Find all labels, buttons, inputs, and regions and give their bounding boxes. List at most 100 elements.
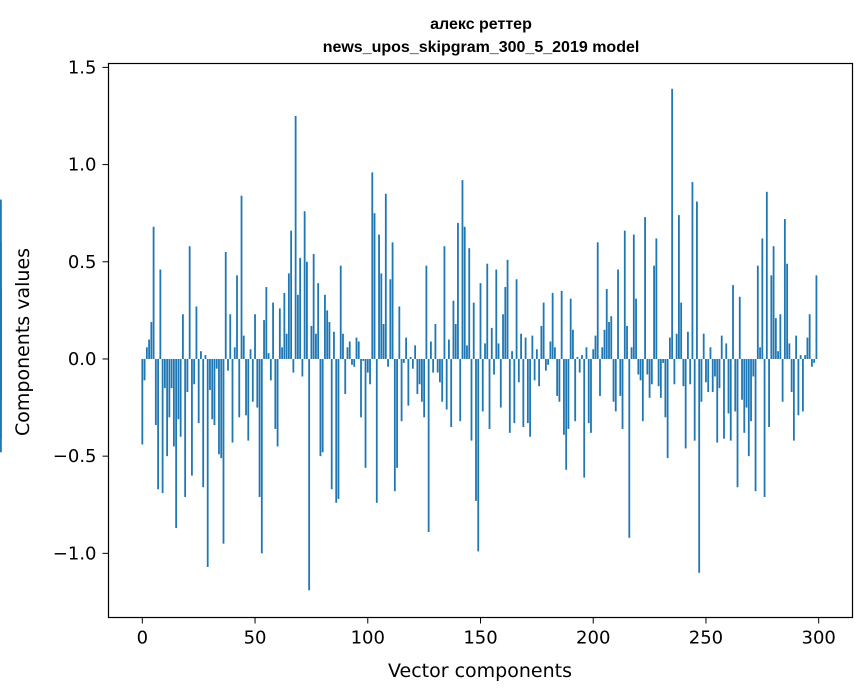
bar xyxy=(472,302,475,359)
bar xyxy=(398,306,401,359)
chart-title-line-1: алекс реттер xyxy=(430,16,532,33)
bar xyxy=(693,358,696,441)
bar xyxy=(445,358,448,410)
bar xyxy=(382,323,385,359)
bar xyxy=(452,300,455,359)
bar xyxy=(488,358,491,429)
y-axis-ticks: −1.0 −0.5 0.0 0.5 1.0 1.5 xyxy=(53,57,109,564)
bar xyxy=(792,358,795,441)
bar xyxy=(459,358,462,422)
bar xyxy=(163,358,166,389)
bar xyxy=(729,358,732,441)
y-axis-label: Components values xyxy=(12,248,34,436)
bar xyxy=(743,358,746,433)
bar xyxy=(750,358,752,422)
bar xyxy=(554,347,556,359)
bar xyxy=(296,294,299,359)
bar xyxy=(450,358,453,428)
bar xyxy=(233,347,236,359)
bar xyxy=(258,358,261,497)
bar xyxy=(407,358,410,406)
bar xyxy=(795,335,798,359)
bar xyxy=(635,298,637,359)
bar xyxy=(240,195,243,359)
bar xyxy=(544,358,547,371)
bar xyxy=(463,226,466,359)
bar xyxy=(535,349,538,359)
bar xyxy=(648,358,651,398)
bar xyxy=(249,349,252,359)
bar xyxy=(355,337,358,359)
bar xyxy=(439,358,441,383)
bar xyxy=(745,358,748,408)
bar xyxy=(188,246,191,359)
bar xyxy=(411,358,414,369)
bar xyxy=(705,358,707,383)
bar xyxy=(641,358,644,422)
bar xyxy=(774,318,777,359)
bar xyxy=(815,275,818,359)
bar xyxy=(596,242,599,359)
bar xyxy=(333,331,335,359)
y-tick-label: −0.5 xyxy=(53,446,97,467)
bar xyxy=(283,292,286,359)
bar xyxy=(621,358,624,429)
bar xyxy=(533,358,536,381)
bar xyxy=(675,333,678,359)
bar xyxy=(605,288,608,359)
bar xyxy=(583,358,586,478)
bar xyxy=(594,335,597,359)
bar xyxy=(337,358,340,499)
bar xyxy=(393,358,396,492)
bar xyxy=(790,358,793,393)
bar xyxy=(714,358,716,377)
bar xyxy=(763,358,766,497)
bar xyxy=(335,358,338,503)
bar xyxy=(369,358,371,385)
bar xyxy=(172,358,175,447)
bar xyxy=(515,279,518,359)
bar xyxy=(639,358,642,381)
bar xyxy=(224,252,227,359)
bar xyxy=(326,310,329,359)
bar xyxy=(166,358,169,457)
bar xyxy=(499,358,502,408)
bar xyxy=(678,215,680,359)
bar xyxy=(389,279,392,359)
bar xyxy=(294,115,297,359)
bar xyxy=(150,322,153,359)
bar xyxy=(687,331,689,359)
bar xyxy=(520,333,522,359)
bar xyxy=(666,358,669,459)
bar xyxy=(204,355,207,359)
bar xyxy=(436,358,439,373)
bar xyxy=(502,314,504,359)
bar xyxy=(680,302,683,359)
bar xyxy=(409,357,412,359)
bar-series xyxy=(0,88,818,591)
bar xyxy=(477,358,480,552)
bar xyxy=(218,358,220,455)
bar xyxy=(732,285,734,359)
bar xyxy=(0,199,2,359)
bar xyxy=(443,246,446,359)
bar xyxy=(276,358,279,447)
bar xyxy=(711,358,714,393)
bar xyxy=(143,358,146,381)
bar xyxy=(770,275,773,359)
bar xyxy=(308,358,311,591)
bar xyxy=(285,333,288,359)
bar xyxy=(366,358,369,373)
bar xyxy=(418,358,421,385)
bar xyxy=(682,358,685,387)
bar xyxy=(303,211,306,359)
bar xyxy=(432,358,435,373)
bar xyxy=(684,358,687,449)
bar xyxy=(585,347,588,359)
bar xyxy=(387,358,389,367)
bar xyxy=(632,234,635,359)
bar xyxy=(811,358,813,367)
bar xyxy=(161,358,164,494)
bar xyxy=(154,358,157,426)
bar xyxy=(671,88,674,359)
